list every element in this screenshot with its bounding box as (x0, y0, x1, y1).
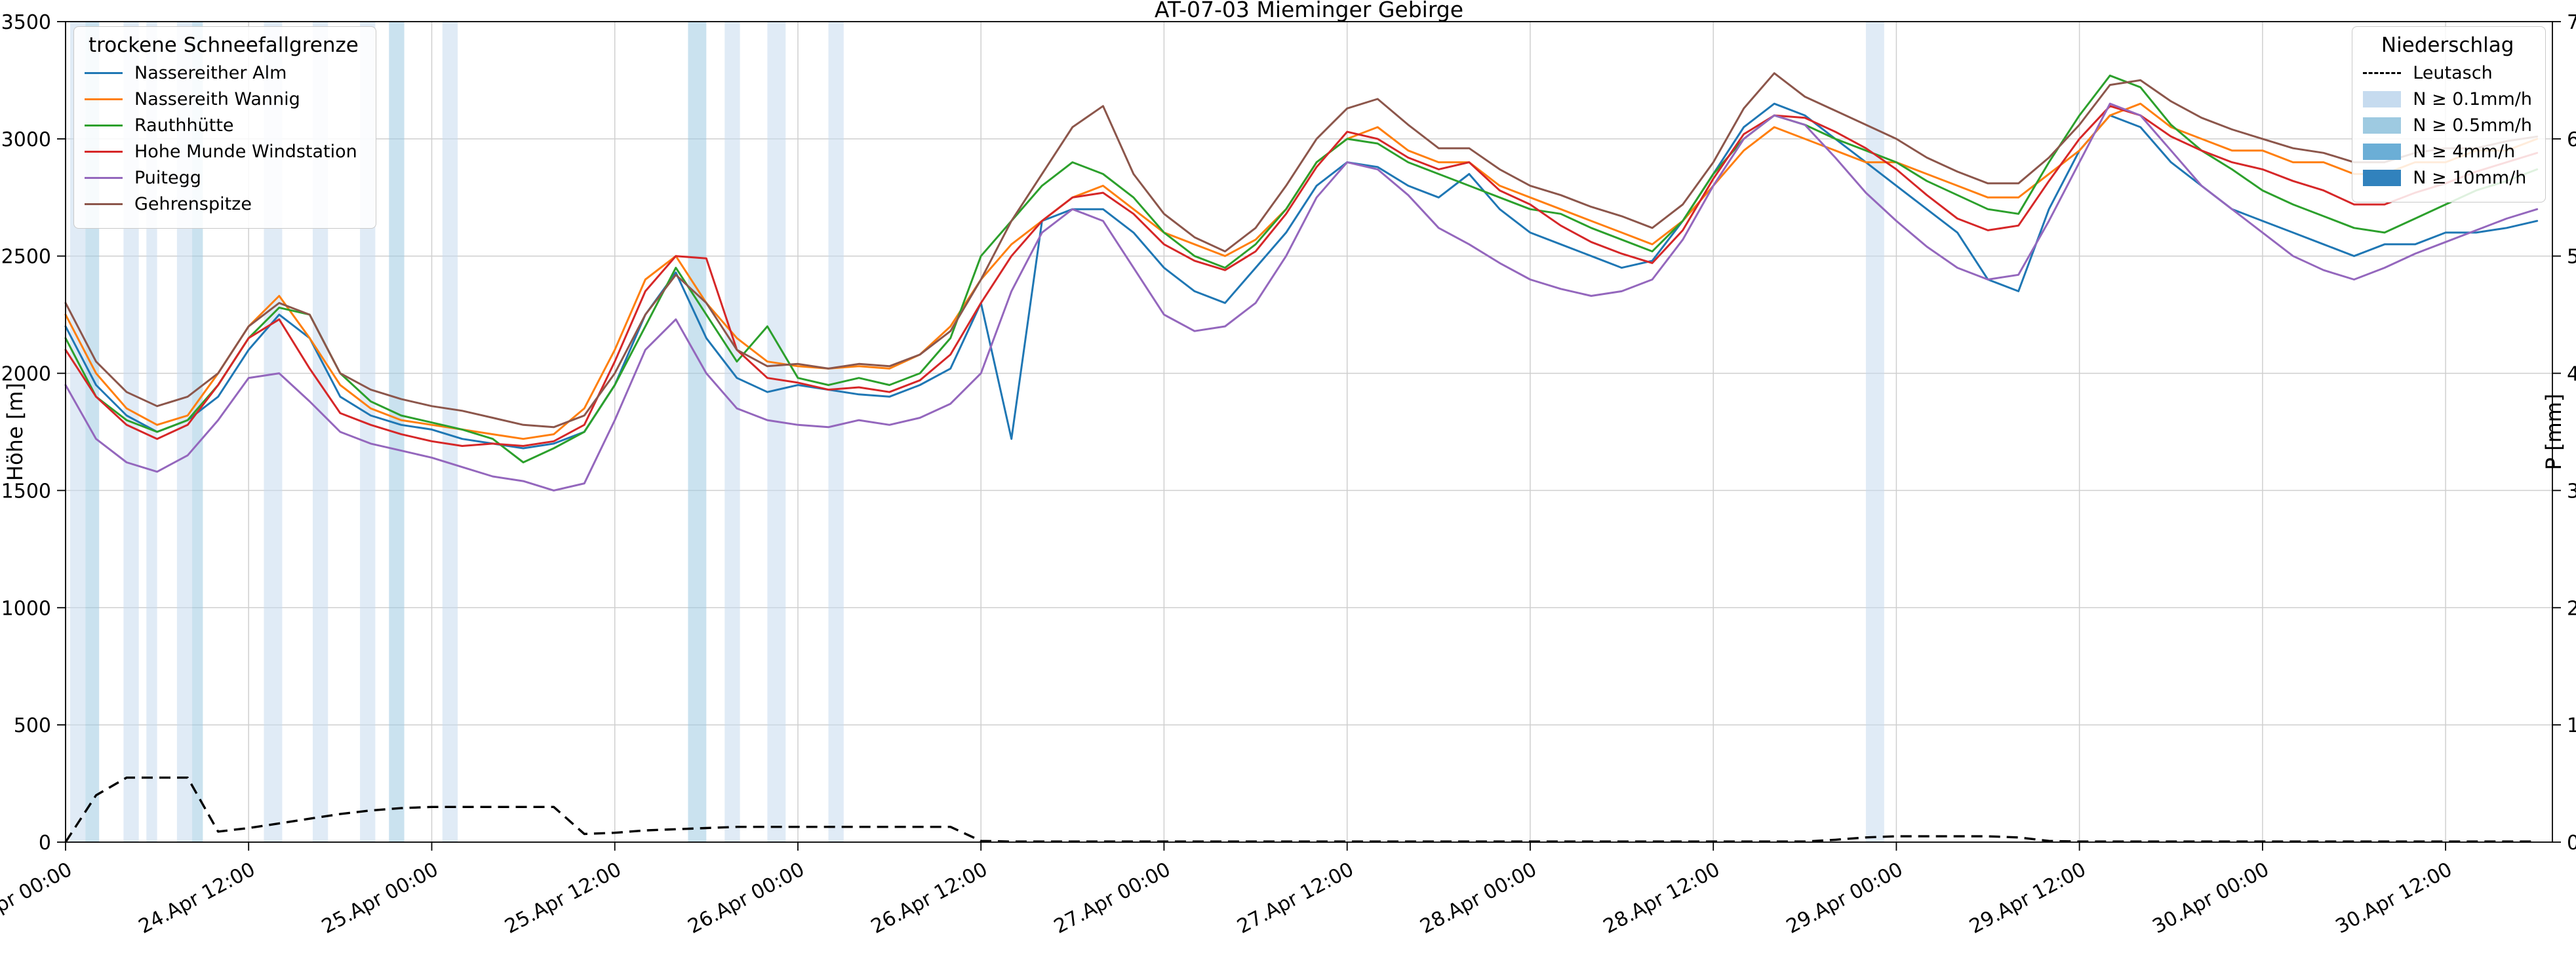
svg-text:24.Apr 12:00: 24.Apr 12:00 (135, 858, 259, 938)
svg-text:2000: 2000 (1, 363, 51, 386)
snowline-legend-title: trockene Schneefallgrenze (89, 33, 359, 57)
svg-text:1000: 1000 (1, 597, 51, 620)
svg-text:60: 60 (2567, 128, 2576, 151)
svg-text:28.Apr 12:00: 28.Apr 12:00 (1600, 858, 1724, 938)
legend-item-precip-class-2: N ≥ 0.5mm/h (2363, 115, 2532, 136)
legend-item-label: Nassereither Alm (134, 63, 287, 83)
svg-text:50: 50 (2567, 246, 2576, 269)
svg-text:20: 20 (2567, 597, 2576, 620)
svg-text:3000: 3000 (1, 128, 51, 151)
legend-item-nassereith-wannig: Nassereith Wannig (85, 89, 363, 109)
precip-legend: Niederschlag Leutasch N ≥ 0.1mm/h N ≥ 0.5m… (2352, 26, 2546, 203)
legend-item-nassereither-alm: Nassereither Alm (85, 63, 363, 83)
svg-text:26.Apr 12:00: 26.Apr 12:00 (867, 858, 991, 938)
svg-text:30: 30 (2567, 480, 2576, 503)
band-color-swatch (2363, 144, 2402, 160)
legend-item-leutasch: Leutasch (2363, 63, 2532, 83)
legend-item-puitegg: Puitegg (85, 168, 363, 188)
legend-item-precip-class-3: N ≥ 4mm/h (2363, 142, 2532, 162)
legend-item-rauthh-tte: Rauthhütte (85, 115, 363, 136)
line-swatch (85, 177, 123, 179)
legend-item-label: N ≥ 4mm/h (2413, 142, 2516, 162)
legend-item-gehrenspitze: Gehrenspitze (85, 194, 363, 214)
snowline-legend-items: Nassereither Alm Nassereith Wannig Rauthhü… (85, 63, 363, 214)
svg-text:0: 0 (39, 832, 51, 855)
svg-text:27.Apr 12:00: 27.Apr 12:00 (1233, 858, 1357, 938)
svg-text:30.Apr 00:00: 30.Apr 00:00 (2149, 858, 2273, 938)
line-swatch (85, 125, 123, 126)
legend-item-label: N ≥ 10mm/h (2413, 168, 2527, 188)
precip-legend-items: Leutasch N ≥ 0.1mm/h N ≥ 0.5mm/h N ≥ 4mm/h N… (2363, 63, 2532, 188)
legend-item-label: Puitegg (134, 168, 201, 188)
line-swatch (85, 72, 123, 74)
band-color-swatch (2363, 91, 2402, 107)
svg-text:3500: 3500 (1, 11, 51, 34)
legend-item-hohe-munde-windstation: Hohe Munde Windstation (85, 142, 363, 162)
line-swatch (85, 98, 123, 100)
legend-item-precip-class-1: N ≥ 0.1mm/h (2363, 89, 2532, 109)
legend-item-label: Nassereith Wannig (134, 89, 300, 109)
svg-text:26.Apr 00:00: 26.Apr 00:00 (684, 858, 808, 938)
svg-text:25.Apr 00:00: 25.Apr 00:00 (318, 858, 442, 938)
svg-text:29.Apr 12:00: 29.Apr 12:00 (1966, 858, 2090, 938)
band-color-swatch (2363, 117, 2402, 134)
svg-text:P [mm]: P [mm] (2541, 394, 2566, 471)
svg-text:27.Apr 00:00: 27.Apr 00:00 (1050, 858, 1174, 938)
legend-item-label: Rauthhütte (134, 115, 234, 136)
legend-item-label: N ≥ 0.5mm/h (2413, 115, 2532, 136)
dashed-line-swatch (2363, 72, 2402, 74)
precip-legend-title: Niederschlag (2381, 33, 2514, 57)
line-swatch (85, 203, 123, 205)
svg-text:0: 0 (2567, 832, 2576, 855)
svg-text:2500: 2500 (1, 246, 51, 269)
legend-item-label: Leutasch (2413, 63, 2493, 83)
svg-text:10: 10 (2567, 714, 2576, 737)
legend-item-precip-class-4: N ≥ 10mm/h (2363, 168, 2532, 188)
svg-text:1500: 1500 (1, 480, 51, 503)
line-swatch (85, 151, 123, 153)
svg-text:40: 40 (2567, 363, 2576, 386)
snowline-legend: trockene Schneefallgrenze Nassereither A… (73, 26, 376, 229)
svg-text:500: 500 (14, 714, 51, 737)
band-color-swatch (2363, 170, 2402, 186)
legend-item-label: Hohe Munde Windstation (134, 142, 357, 162)
svg-text:30.Apr 12:00: 30.Apr 12:00 (2332, 858, 2456, 938)
svg-text:70: 70 (2567, 11, 2576, 34)
svg-text:25.Apr 12:00: 25.Apr 12:00 (501, 858, 625, 938)
legend-item-label: N ≥ 0.1mm/h (2413, 89, 2532, 109)
svg-text:24.Apr 00:00: 24.Apr 00:00 (0, 858, 76, 938)
svg-text:Höhe [m]: Höhe [m] (3, 383, 28, 481)
svg-text:28.Apr 00:00: 28.Apr 00:00 (1417, 858, 1541, 938)
legend-item-label: Gehrenspitze (134, 194, 252, 214)
svg-text:AT-07-03 Mieminger Gebirge: AT-07-03 Mieminger Gebirge (1155, 0, 1463, 22)
svg-text:29.Apr 00:00: 29.Apr 00:00 (1783, 858, 1907, 938)
